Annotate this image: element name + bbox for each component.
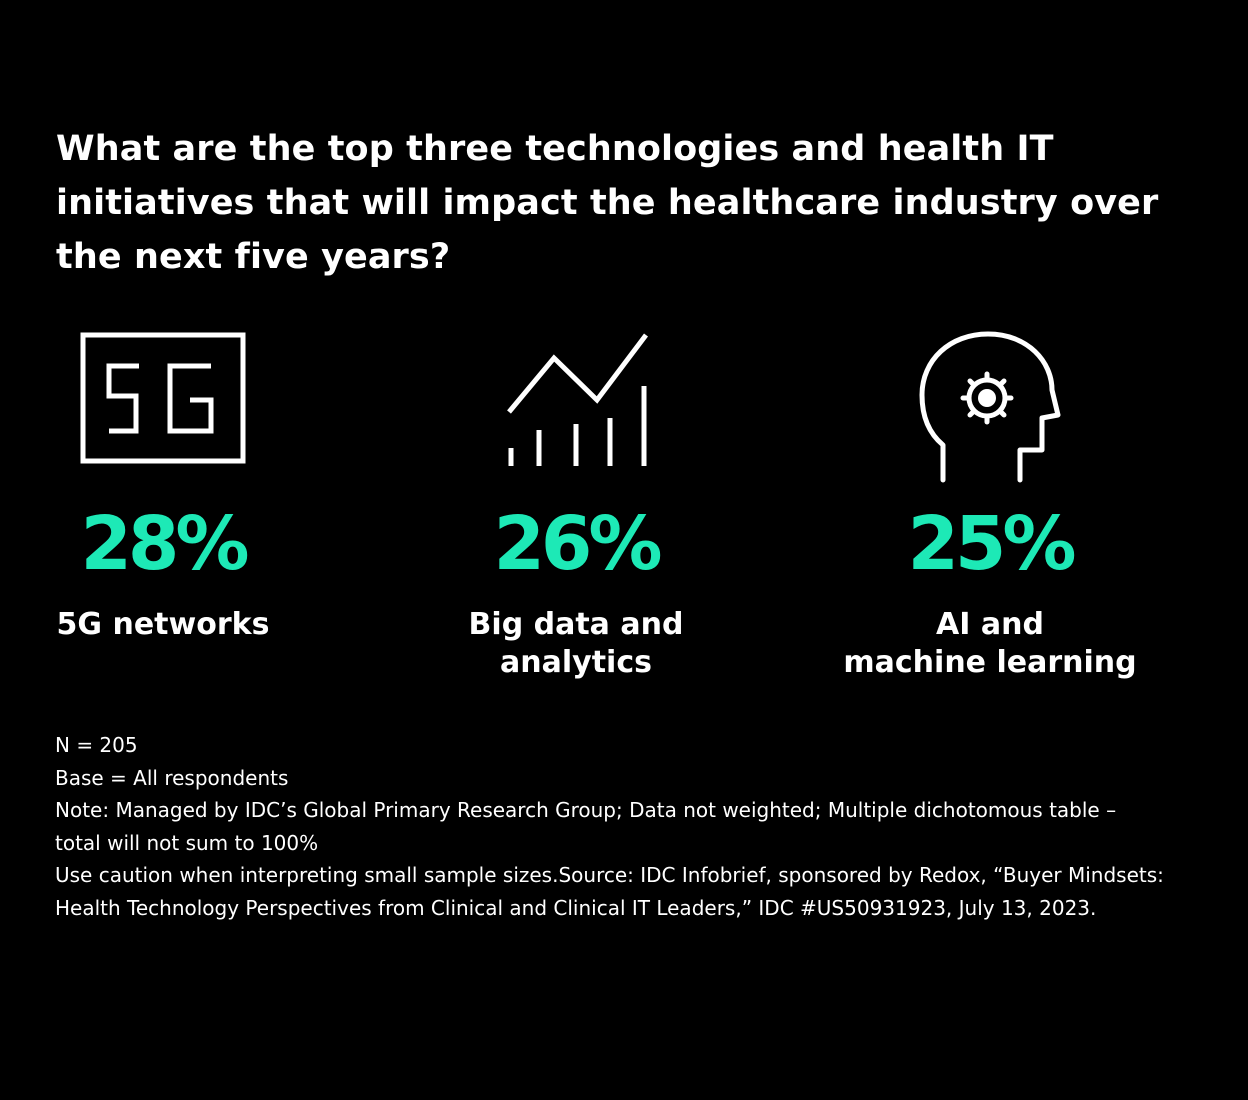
- stat-value: 25%: [907, 501, 1076, 587]
- stat-value: 26%: [493, 501, 662, 587]
- source-note: Use caution when interpreting small samp…: [55, 863, 1164, 920]
- stat-label: Big data and analytics: [468, 607, 684, 680]
- footnotes: N = 205 Base = All respondents Note: Man…: [55, 729, 1165, 924]
- stat-value: 28%: [80, 501, 249, 587]
- 5g-icon: [0, 320, 343, 490]
- base-note: Base = All respondents: [55, 765, 289, 790]
- stat-5g-networks: 28% 5G networks: [0, 320, 343, 642]
- stat-big-data: 26% Big data and analytics: [396, 320, 756, 680]
- stat-ai-ml: 25% AI and machine learning: [810, 320, 1170, 680]
- stat-label: AI and machine learning: [843, 607, 1137, 680]
- page-title: What are the top three technologies and …: [56, 129, 1159, 277]
- methodology-note: Note: Managed by IDC’s Global Primary Re…: [55, 798, 1117, 855]
- chart-trend-icon: [396, 320, 756, 490]
- stat-label: 5G networks: [56, 607, 270, 642]
- head-gear-icon: [810, 320, 1170, 490]
- sample-size-note: N = 205: [55, 733, 138, 757]
